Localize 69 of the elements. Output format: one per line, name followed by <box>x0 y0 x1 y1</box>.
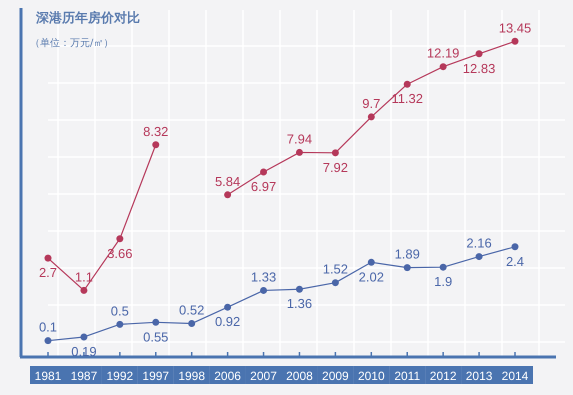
point <box>260 286 268 294</box>
x-tick-label: 2009 <box>322 369 350 383</box>
data-label: 12.19 <box>426 46 460 61</box>
point <box>476 50 483 58</box>
point <box>116 235 124 242</box>
data-label: 1.1 <box>74 269 93 284</box>
point <box>404 264 411 272</box>
data-label: 1.89 <box>394 246 420 262</box>
data-label: 2.7 <box>38 265 58 280</box>
point <box>368 113 375 120</box>
point <box>404 80 411 88</box>
data-label: 13.45 <box>498 20 532 36</box>
data-label: 1.33 <box>250 269 276 284</box>
point <box>440 264 447 271</box>
data-label: 11.32 <box>391 91 424 106</box>
x-tick-label: 2013 <box>466 369 493 383</box>
point <box>152 318 160 326</box>
point <box>44 337 52 344</box>
data-label: 0.1 <box>38 320 58 335</box>
x-tick-label: 2008 <box>286 369 314 383</box>
data-label: 8.32 <box>143 124 168 139</box>
point <box>512 38 518 45</box>
x-tick-label: 1997 <box>142 369 170 383</box>
point <box>512 243 518 250</box>
point <box>476 253 483 260</box>
data-label: 0.19 <box>71 344 97 359</box>
x-tick-label: 2012 <box>430 369 457 383</box>
x-tick-label: 2010 <box>358 369 385 383</box>
point <box>296 286 303 293</box>
x-tick-label: 1981 <box>34 369 62 383</box>
point <box>440 63 447 70</box>
data-label: 12.83 <box>462 60 496 76</box>
x-tick-label: 2014 <box>502 369 529 383</box>
data-label: 0.5 <box>110 303 129 318</box>
data-label: 0.55 <box>143 329 168 344</box>
data-label: 0.52 <box>179 302 204 318</box>
point <box>116 320 124 328</box>
point <box>296 148 303 156</box>
point <box>368 258 375 266</box>
x-tick-label: 2007 <box>250 369 278 383</box>
point <box>332 149 339 156</box>
point <box>80 333 88 340</box>
data-label: 7.94 <box>286 131 312 146</box>
data-label: 2.4 <box>506 254 524 269</box>
point <box>80 286 88 294</box>
chart-title: 深港历年房价对比 <box>35 10 140 26</box>
data-label: 5.84 <box>214 174 240 189</box>
x-tick-label: 2011 <box>394 369 420 383</box>
x-tick-label: 1998 <box>178 369 206 383</box>
data-label: 9.7 <box>362 96 380 111</box>
text: （单位：万元/㎡） <box>30 37 114 49</box>
point <box>44 254 52 262</box>
data-label: 1.52 <box>322 262 348 277</box>
data-label: 0.92 <box>214 314 240 330</box>
x-tick-label: 2006 <box>214 369 242 383</box>
x-tick-label: 1987 <box>70 369 98 383</box>
data-label: 1.36 <box>286 296 312 312</box>
data-label: 2.16 <box>466 236 492 251</box>
point <box>260 168 268 176</box>
data-label: 1.9 <box>434 274 452 290</box>
data-label: 6.97 <box>250 179 276 194</box>
data-label: 7.92 <box>322 160 348 175</box>
point <box>332 279 339 286</box>
point <box>224 304 232 311</box>
point <box>188 320 196 328</box>
data-label: 2.02 <box>358 269 384 284</box>
x-tick-label: 1992 <box>106 369 134 383</box>
point <box>152 141 160 148</box>
point <box>224 191 232 198</box>
